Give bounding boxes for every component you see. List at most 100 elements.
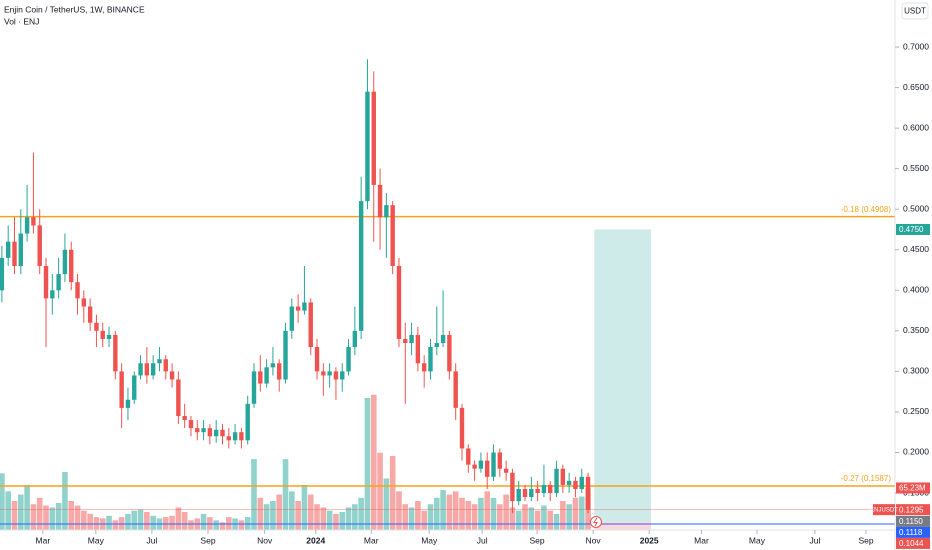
volume-bar xyxy=(24,484,30,530)
volume-bar xyxy=(213,520,219,530)
candle-body xyxy=(176,379,181,416)
candle-body xyxy=(258,371,263,384)
candle-body xyxy=(440,334,446,344)
volume-bar xyxy=(270,501,276,530)
candle-body xyxy=(37,225,42,266)
volume-bar xyxy=(566,504,572,530)
candle-body xyxy=(157,359,162,364)
x-tick-label: Mar xyxy=(694,535,709,545)
candle-body xyxy=(119,371,124,408)
candle-body xyxy=(535,488,540,494)
volume-bar xyxy=(314,504,320,530)
candle-body xyxy=(188,420,194,429)
candle-body xyxy=(428,347,433,372)
volume-bar xyxy=(465,501,472,530)
candle-body xyxy=(81,298,87,307)
candle-body xyxy=(554,468,559,494)
y-tick-label: 0.4000 xyxy=(903,285,929,295)
price-tag-label: 0.4750 xyxy=(899,225,924,234)
volume-legend: Vol · ENJ xyxy=(4,16,39,26)
candle-body xyxy=(31,217,36,226)
candle-body xyxy=(503,468,509,473)
price-tag xyxy=(896,537,930,549)
volume-bar xyxy=(383,478,390,530)
volume-bar xyxy=(30,504,37,530)
volume-bar xyxy=(251,459,257,530)
volume-bar xyxy=(55,502,62,530)
candle-body xyxy=(365,91,370,202)
price-tag xyxy=(896,482,930,494)
volume-bar xyxy=(289,491,295,530)
y-tick-label: 0.4500 xyxy=(903,244,929,254)
y-tick-label: 0.7000 xyxy=(903,41,929,51)
volume-bar xyxy=(358,497,364,530)
candle-body xyxy=(245,403,250,441)
x-tick-label: Mar xyxy=(364,535,379,545)
price-tag-label: 0.1295 xyxy=(899,505,924,514)
candle-body xyxy=(529,488,534,498)
volume-bar xyxy=(503,494,509,530)
volume-bar xyxy=(11,501,18,530)
volume-bar xyxy=(5,491,11,530)
volume-bar xyxy=(415,501,421,530)
volume-bar xyxy=(175,507,182,530)
volume-bar xyxy=(547,510,554,530)
candle-body xyxy=(226,436,231,441)
volume-bar xyxy=(169,515,175,530)
volume-bar xyxy=(446,494,453,530)
volume-bar xyxy=(339,511,346,530)
volume-bar xyxy=(62,472,68,530)
volume-bar xyxy=(188,520,194,530)
volume-bar xyxy=(352,504,358,530)
y-tick-label: 0.6500 xyxy=(903,82,929,92)
candle-body xyxy=(94,322,99,331)
y-tick-label: 0.5000 xyxy=(903,203,929,213)
volume-bar xyxy=(301,484,308,530)
price-tag-label: 65.23M xyxy=(899,484,926,493)
candle-body xyxy=(195,428,200,433)
candle-body xyxy=(75,282,80,299)
x-tick-label: Jul xyxy=(477,535,488,545)
level-label: -0.27 (0.1587) xyxy=(841,474,892,483)
candle-body xyxy=(459,407,465,449)
currency-label: USDT xyxy=(904,7,926,16)
volume-bar xyxy=(459,497,465,530)
volume-bar xyxy=(433,497,440,530)
volume-bar xyxy=(534,510,541,530)
currency-button[interactable] xyxy=(901,2,929,20)
volume-bar xyxy=(106,515,112,530)
candle-body xyxy=(516,488,521,502)
candle-body xyxy=(213,429,219,437)
candle-body xyxy=(87,306,93,323)
candle-body xyxy=(579,476,584,489)
candle-body xyxy=(566,480,572,485)
candle-body xyxy=(466,448,471,465)
candle-body xyxy=(182,415,187,421)
volume-bar xyxy=(17,494,24,530)
candle-body xyxy=(472,464,477,469)
volume-bar xyxy=(238,520,245,530)
x-tick-label: May xyxy=(88,535,105,545)
candle-body xyxy=(239,432,244,441)
volume-bar xyxy=(49,507,56,530)
candle-body xyxy=(113,334,118,372)
volume-bar xyxy=(515,510,522,530)
volume-bar xyxy=(326,510,333,530)
candle-body xyxy=(327,371,332,376)
volume-bar xyxy=(282,459,289,530)
volume-bar xyxy=(572,497,579,530)
position-target-zone xyxy=(594,229,652,522)
volume-bar xyxy=(137,509,144,530)
volume-bar xyxy=(471,504,478,530)
volume-bar xyxy=(219,522,226,530)
candle-body xyxy=(585,476,591,510)
candle-body xyxy=(421,363,427,372)
volume-bar xyxy=(490,497,497,530)
candle-body xyxy=(548,484,553,494)
candle-body xyxy=(270,363,276,368)
candle-body xyxy=(207,428,213,437)
volume-bar xyxy=(112,520,119,530)
candle-body xyxy=(415,334,421,364)
volume-bar xyxy=(43,505,49,530)
